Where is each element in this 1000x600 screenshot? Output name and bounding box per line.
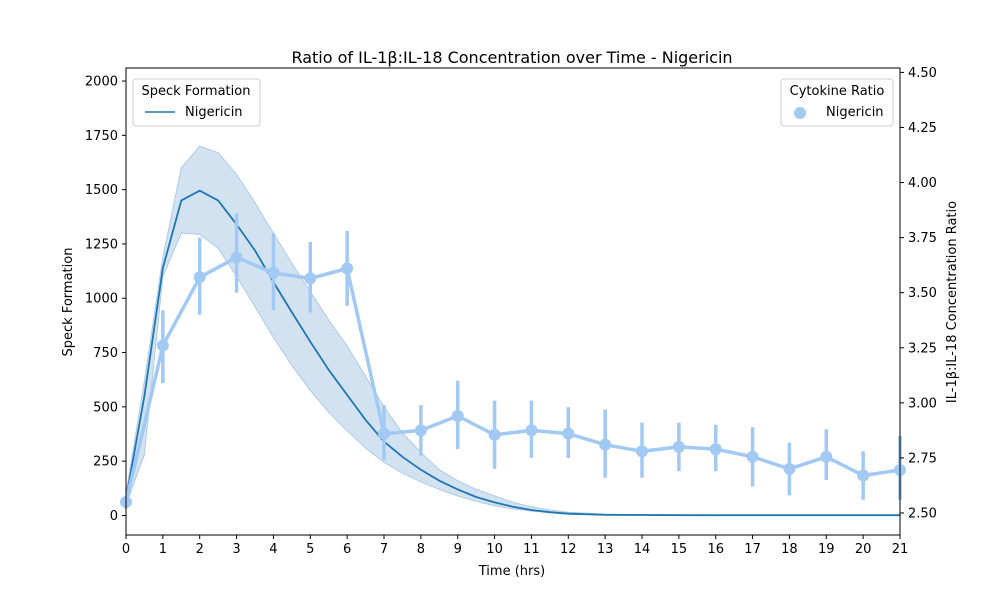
y-tick-label: 1750: [85, 129, 118, 144]
ratio-point: [746, 450, 759, 463]
y-tick-label: 750: [93, 346, 118, 361]
y2-tick-label: 4.50: [908, 66, 937, 81]
plot-frame: [125, 67, 901, 536]
cytokine-ratio-pointplot: [120, 213, 906, 509]
y2-tick-label: 2.75: [908, 451, 937, 466]
x-tick-label: 2: [196, 542, 204, 557]
chart-title: Ratio of IL-1β:IL-18 Concentration over …: [291, 48, 732, 67]
ratio-point: [857, 469, 870, 482]
x-tick-label: 1: [159, 542, 167, 557]
y-tick-label: 2000: [85, 75, 118, 90]
y-tick-label: 1000: [85, 292, 118, 307]
legend-marker-swatch: [794, 107, 806, 119]
y-axis-ticks: 0 250 500 750 1000 1250 1500 1750 2000: [85, 75, 126, 524]
ratio-point: [636, 445, 648, 458]
x-tick-label: 19: [818, 542, 835, 557]
y2-axis-label: IL-1β:IL-18 Concentration Ratio: [945, 201, 960, 403]
ratio-point: [709, 443, 722, 456]
x-tick-label: 12: [560, 542, 577, 557]
legend-cytokine-ratio: Cytokine Ratio Nigericin: [780, 78, 894, 127]
ratio-series-line: [124, 255, 901, 503]
speck-band-area: [125, 145, 901, 516]
x-tick-label: 17: [744, 542, 761, 557]
y2-tick-label: 3.75: [908, 231, 937, 246]
y2-tick-label: 3.00: [908, 396, 937, 411]
x-tick-label: 18: [781, 542, 798, 557]
legend-box: [780, 78, 894, 127]
ratio-point: [193, 271, 206, 284]
x-tick-label: 21: [892, 542, 909, 557]
ratio-point: [267, 266, 280, 279]
ratio-point: [525, 424, 538, 437]
ratio-point: [672, 440, 685, 453]
ratio-point: [304, 272, 317, 285]
legend-title: Speck Formation: [142, 84, 251, 99]
ratio-point: [230, 251, 243, 264]
x-tick-label: 11: [523, 542, 540, 557]
ratio-point: [414, 424, 427, 437]
speck-series-line: [125, 189, 900, 517]
y2-tick-label: 2.50: [908, 506, 937, 521]
legend-label: Nigericin: [185, 105, 243, 120]
x-tick-label: 7: [380, 542, 388, 557]
ratio-point: [451, 410, 464, 423]
ratio-point: [820, 450, 833, 463]
y-tick-label: 500: [93, 400, 118, 415]
ratio-point: [488, 428, 501, 441]
x-tick-label: 14: [634, 542, 651, 557]
y2-tick-label: 3.25: [908, 341, 937, 356]
legend-box: [132, 78, 261, 127]
y-tick-label: 0: [110, 509, 118, 524]
x-tick-label: 20: [855, 542, 872, 557]
x-tick-label: 6: [343, 542, 351, 557]
y-tick-label: 250: [93, 455, 118, 470]
x-tick-label: 13: [597, 542, 614, 557]
ratio-point: [599, 438, 612, 451]
x-tick-label: 0: [122, 542, 130, 557]
ratio-point: [156, 339, 169, 352]
x-axis-label: Time (hrs): [478, 564, 545, 579]
y-tick-label: 1500: [85, 183, 118, 198]
legend-speck-formation: Speck Formation Nigericin: [132, 78, 261, 127]
x-tick-label: 15: [671, 542, 688, 557]
legend-title: Cytokine Ratio: [790, 84, 885, 99]
legend-label: Nigericin: [826, 105, 884, 120]
ratio-point: [341, 262, 354, 275]
speck-formation-line: [125, 189, 900, 517]
speck-confidence-band: [125, 145, 901, 516]
x-tick-label: 16: [707, 542, 724, 557]
y2-tick-label: 3.50: [908, 286, 937, 301]
x-axis-ticks: 0 1 2 3 4 5 6 7 8 9 10 11 12 13 14 15 16 17 18 19 20 21: [122, 535, 908, 557]
y-tick-label: 1250: [85, 237, 118, 252]
y2-tick-label: 4.25: [908, 121, 937, 136]
y-axis-label: Speck Formation: [61, 248, 76, 357]
y2-tick-label: 4.00: [908, 176, 937, 191]
ratio-point: [783, 462, 796, 475]
x-tick-label: 3: [232, 542, 240, 557]
ratio-point: [562, 427, 575, 440]
x-tick-label: 5: [306, 542, 314, 557]
x-tick-label: 10: [486, 542, 503, 557]
x-tick-label: 4: [269, 542, 277, 557]
ratio-point: [378, 427, 390, 440]
y2-axis-ticks: 2.50 2.75 3.00 3.25 3.50 3.75 4.00 4.25 4.50: [900, 66, 937, 521]
x-tick-label: 8: [417, 542, 425, 557]
x-tick-label: 9: [454, 542, 462, 557]
